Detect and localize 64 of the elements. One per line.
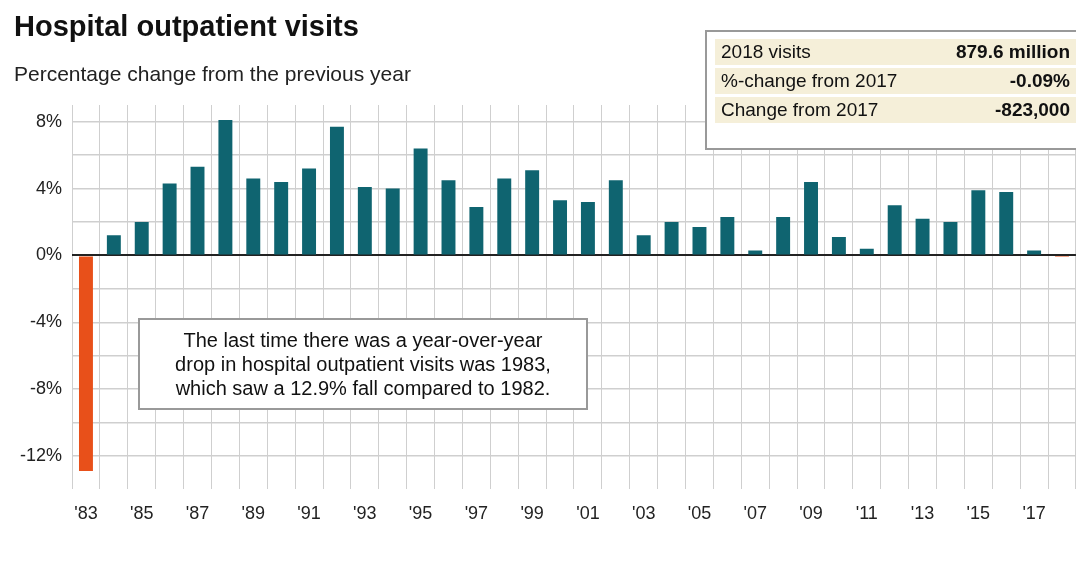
bar [274,181,289,255]
bar [162,183,177,255]
x-tick-label: '97 [464,503,489,524]
bar [636,235,651,255]
bar [78,256,93,472]
annotation: -823,000 [994,99,1070,121]
x-tick-label: '83 [74,503,98,524]
x-tick-label: '17 [1022,503,1046,524]
x-tick-label: '99 [520,503,544,524]
bar [720,216,735,255]
bar [385,188,400,255]
bar [831,237,846,255]
x-tick-label: '95 [408,503,433,524]
bar [608,180,623,255]
x-tick-label: '85 [130,503,154,524]
bar [441,180,456,255]
bar [804,181,818,255]
x-tick-label: '89 [241,503,266,524]
bar [776,216,791,255]
x-tick-label: '11 [855,503,878,524]
bar [664,221,679,255]
x-tick-label: '93 [353,503,377,524]
bar [413,148,428,255]
chart-subtitle: Percentage change from the previous year [14,62,411,86]
y-tick-label: 4% [36,177,63,198]
x-tick-label: '13 [910,503,935,524]
bar [580,201,595,255]
y-tick-label: -4% [30,311,63,332]
bar [692,227,707,255]
callout-box: The last time there was a year-over-year drop in hospital outpatient visits was 1983, which saw a 12.9% fall compared to 1982. [138,318,588,410]
annotation: Change from 2017 [721,99,879,121]
y-tick-label: -12% [19,444,63,465]
bar [134,221,149,255]
x-tick-label: '15 [966,503,991,524]
x-tick-label: '09 [799,503,823,524]
x-tick-label: '03 [631,503,656,524]
bar [190,166,205,255]
x-tick-label: '05 [687,503,712,524]
bar [971,190,986,255]
bar [1027,250,1042,255]
x-tick-label: '07 [743,503,767,524]
x-tick-label: '87 [185,503,210,524]
bar [218,120,233,255]
bar [525,170,540,255]
bar [748,250,763,255]
y-tick-label: -8% [30,378,63,399]
bar [329,126,344,255]
bar [469,206,484,255]
bar [497,178,512,255]
y-tick-label: 0% [36,244,63,265]
bar [302,168,317,255]
bar [915,218,930,255]
bar [106,235,121,255]
bar [943,221,958,255]
info-box: 2018 visits 879.6 million %-change from 2017 -0.09% Change from 2017 -823,000 [705,30,1076,150]
x-tick-label: '91 [297,503,321,524]
bar [357,186,372,255]
chart-title: Hospital outpatient visits [14,10,359,43]
y-tick-label: 8% [36,110,63,131]
x-tick-label: '01 [576,503,600,524]
bar [553,200,568,255]
bar [887,205,902,255]
bar [999,191,1014,255]
bar [246,178,261,255]
